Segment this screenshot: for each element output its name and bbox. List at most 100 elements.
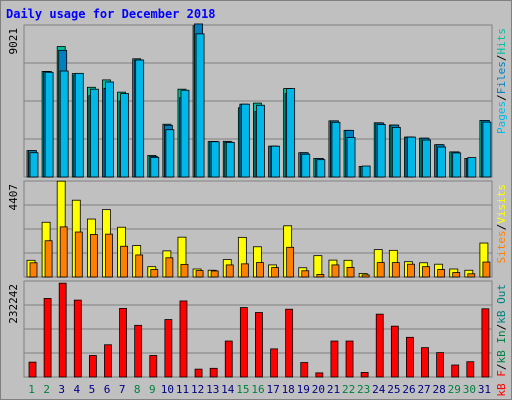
legend-entry-top-2: Files bbox=[495, 61, 508, 94]
day-label-22: 22 bbox=[342, 383, 355, 396]
pages-bar-day-12 bbox=[195, 33, 205, 178]
chart-title: Daily usage for December 2018 bbox=[6, 7, 216, 21]
pages-bar-day-19 bbox=[301, 153, 311, 178]
day-label-18: 18 bbox=[282, 383, 295, 396]
panel-mid-max-label: 4407 bbox=[7, 184, 20, 211]
pages-bar-day-11 bbox=[180, 89, 190, 178]
kbf-bar-day-17 bbox=[270, 348, 278, 378]
sites-bar-day-6 bbox=[105, 233, 113, 278]
day-label-15: 15 bbox=[236, 383, 249, 396]
legend-entry-bottom-4: kB Out bbox=[495, 284, 508, 324]
day-label-13: 13 bbox=[206, 383, 219, 396]
pages-bar-day-8 bbox=[135, 59, 145, 178]
visits-bar-day-20 bbox=[313, 255, 323, 278]
kbf-bar-day-13 bbox=[209, 367, 218, 378]
kbf-bar-day-15 bbox=[239, 307, 248, 378]
kbf-bar-day-9 bbox=[149, 355, 158, 378]
legend-entry-bottom-0: kB F bbox=[495, 370, 508, 397]
kbf-bar-day-23 bbox=[360, 372, 369, 378]
sites-bar-day-5 bbox=[89, 234, 98, 278]
day-label-29: 29 bbox=[448, 383, 461, 396]
legend-entry-top-3: / bbox=[495, 55, 508, 62]
sites-bar-day-27 bbox=[422, 266, 430, 278]
panel-bottom-legend: kB F/kB In/kB Out bbox=[495, 284, 508, 397]
day-label-30: 30 bbox=[463, 383, 476, 396]
day-label-31: 31 bbox=[478, 383, 491, 396]
kbf-bar-day-5 bbox=[88, 355, 97, 378]
pages-bar-day-7 bbox=[120, 93, 129, 178]
day-label-5: 5 bbox=[89, 383, 96, 396]
pages-bar-day-24 bbox=[376, 124, 386, 178]
sites-bar-day-18 bbox=[286, 246, 295, 278]
day-label-3: 3 bbox=[58, 383, 65, 396]
day-label-28: 28 bbox=[433, 383, 446, 396]
kbf-bar-day-16 bbox=[255, 312, 263, 378]
pages-bar-day-21 bbox=[331, 121, 341, 178]
sites-bar-day-2 bbox=[44, 240, 53, 278]
day-label-19: 19 bbox=[297, 383, 310, 396]
sites-bar-day-24 bbox=[376, 262, 385, 278]
panel-mid-legend: Sites/Visits bbox=[495, 184, 508, 264]
legend-entry-top-1: / bbox=[495, 94, 508, 101]
day-label-1: 1 bbox=[28, 383, 35, 396]
day-label-27: 27 bbox=[417, 383, 430, 396]
day-label-9: 9 bbox=[149, 383, 156, 396]
sites-bar-day-21 bbox=[331, 264, 340, 278]
day-label-4: 4 bbox=[74, 383, 81, 396]
legend-entry-mid-1: / bbox=[495, 224, 508, 231]
pages-bar-day-27 bbox=[422, 139, 431, 178]
kbf-bar-day-10 bbox=[164, 319, 173, 378]
kbf-bar-day-18 bbox=[285, 308, 294, 378]
legend-entry-top-0: Pages bbox=[495, 101, 508, 134]
pages-bar-day-15 bbox=[240, 103, 250, 178]
sites-bar-day-22 bbox=[346, 266, 355, 278]
sites-bar-day-16 bbox=[256, 262, 264, 278]
pages-bar-day-28 bbox=[437, 146, 447, 178]
panel-top-legend: Pages/Files/Hits bbox=[495, 28, 508, 134]
sites-bar-day-20 bbox=[316, 274, 325, 278]
pages-bar-day-31 bbox=[482, 121, 492, 178]
sites-bar-day-8 bbox=[135, 254, 144, 278]
day-label-14: 14 bbox=[221, 383, 235, 396]
pages-bar-day-16 bbox=[256, 104, 265, 178]
pages-bar-day-10 bbox=[165, 129, 175, 178]
day-label-11: 11 bbox=[176, 383, 189, 396]
day-label-17: 17 bbox=[266, 383, 279, 396]
pages-bar-day-1 bbox=[29, 152, 39, 178]
sites-bar-day-9 bbox=[150, 269, 159, 278]
kbf-bar-day-25 bbox=[390, 325, 399, 378]
kbf-bar-day-28 bbox=[436, 352, 445, 378]
day-label-6: 6 bbox=[104, 383, 111, 396]
day-label-23: 23 bbox=[357, 383, 370, 396]
legend-entry-bottom-1: / bbox=[495, 364, 508, 371]
pages-bar-day-22 bbox=[346, 137, 356, 178]
pages-bar-day-30 bbox=[467, 157, 477, 178]
kbf-bar-day-4 bbox=[73, 299, 82, 378]
pages-bar-day-20 bbox=[316, 159, 326, 178]
sites-bar-day-29 bbox=[452, 272, 461, 278]
day-label-2: 2 bbox=[43, 383, 50, 396]
pages-bar-day-6 bbox=[105, 81, 114, 178]
sites-bar-day-11 bbox=[180, 263, 189, 278]
kbf-bar-day-7 bbox=[119, 307, 127, 378]
sites-bar-day-1 bbox=[29, 262, 38, 278]
legend-entry-bottom-2: kB In bbox=[495, 330, 508, 363]
sites-bar-day-17 bbox=[271, 267, 279, 278]
kbf-bar-day-19 bbox=[300, 362, 309, 378]
day-label-7: 7 bbox=[119, 383, 126, 396]
sites-bar-day-26 bbox=[407, 263, 415, 278]
sites-bar-day-13 bbox=[210, 270, 219, 278]
kbf-bar-day-20 bbox=[315, 372, 324, 378]
day-label-20: 20 bbox=[312, 383, 325, 396]
day-label-12: 12 bbox=[191, 383, 204, 396]
pages-bar-day-2 bbox=[44, 71, 54, 178]
pages-bar-day-25 bbox=[391, 126, 401, 178]
legend-entry-mid-0: Sites bbox=[495, 230, 508, 263]
kbf-bar-day-24 bbox=[375, 313, 384, 378]
kbf-bar-day-12 bbox=[194, 368, 203, 378]
kbf-bar-day-3 bbox=[58, 282, 67, 378]
sites-bar-day-15 bbox=[240, 263, 249, 278]
kbf-bar-day-29 bbox=[451, 364, 460, 378]
panel-top-max-label: 9021 bbox=[7, 28, 20, 55]
